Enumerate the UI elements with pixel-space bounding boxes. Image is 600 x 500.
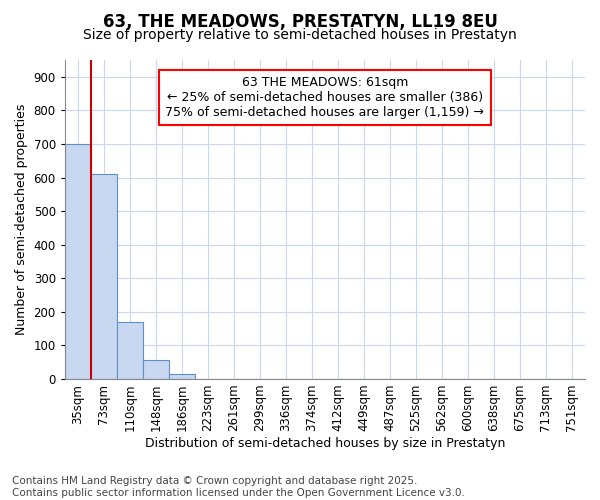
Text: Size of property relative to semi-detached houses in Prestatyn: Size of property relative to semi-detach… [83, 28, 517, 42]
Text: 63, THE MEADOWS, PRESTATYN, LL19 8EU: 63, THE MEADOWS, PRESTATYN, LL19 8EU [103, 12, 497, 30]
Bar [143, 360, 169, 379]
Bar [117, 322, 143, 379]
Text: 63 THE MEADOWS: 61sqm
← 25% of semi-detached houses are smaller (386)
75% of sem: 63 THE MEADOWS: 61sqm ← 25% of semi-deta… [166, 76, 484, 119]
Bar [65, 144, 91, 379]
Bar [91, 174, 117, 379]
Text: Contains HM Land Registry data © Crown copyright and database right 2025.
Contai: Contains HM Land Registry data © Crown c… [12, 476, 465, 498]
Y-axis label: Number of semi-detached properties: Number of semi-detached properties [15, 104, 28, 335]
X-axis label: Distribution of semi-detached houses by size in Prestatyn: Distribution of semi-detached houses by … [145, 437, 505, 450]
Bar [169, 374, 195, 379]
